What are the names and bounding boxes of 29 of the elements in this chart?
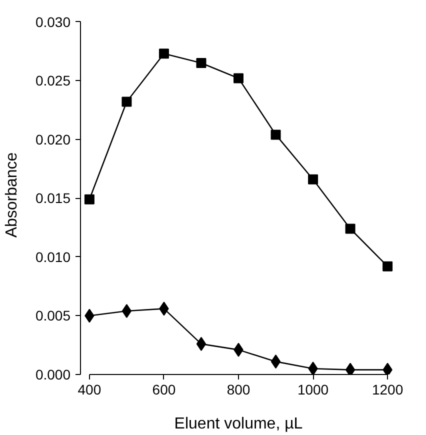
- point: [308, 174, 318, 184]
- y-tick-label: 0.020: [35, 131, 71, 148]
- point: [382, 261, 393, 272]
- x-axis-title: Eluent volume, µL: [174, 416, 303, 432]
- y-tick-label: 0.030: [35, 14, 71, 30]
- point: [122, 96, 132, 107]
- point: [196, 336, 206, 351]
- x-tick-label: 600: [152, 382, 176, 398]
- x-tick-label: 1200: [372, 382, 404, 398]
- y-tick-label: 0.005: [35, 308, 71, 324]
- point: [122, 304, 132, 318]
- point: [308, 362, 318, 374]
- x-tick-label: 800: [226, 382, 250, 398]
- x-tick-label: 400: [78, 382, 102, 398]
- y-tick-label: 0.015: [35, 190, 71, 206]
- y-axis-title: Absorbance: [3, 152, 20, 238]
- point: [196, 58, 206, 68]
- point: [234, 73, 244, 84]
- point: [382, 362, 392, 374]
- y-tick-label: 0.000: [35, 366, 71, 382]
- point: [158, 48, 169, 59]
- x-tick-label: 1000: [297, 382, 329, 398]
- point: [270, 130, 281, 140]
- point: [345, 362, 356, 374]
- point: [84, 194, 94, 204]
- point: [270, 354, 281, 369]
- y-tick-label: 0.025: [35, 72, 71, 89]
- point: [345, 224, 356, 234]
- y-tick-label: 0.010: [35, 248, 71, 265]
